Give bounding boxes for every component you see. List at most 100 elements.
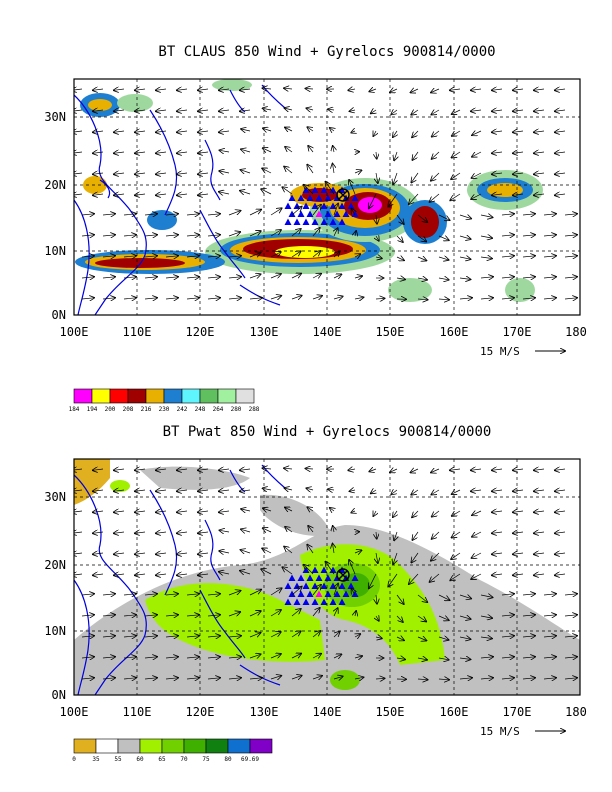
gyre-triangle [297,574,305,581]
wind-vector [534,511,545,512]
colorbar-swatch [95,738,119,754]
wind-vector [543,678,556,679]
wind-vector [355,611,356,616]
wind-vector [228,591,240,596]
wind-vector [156,152,167,153]
wind-vector [492,469,503,470]
wind-vector [393,552,397,564]
wind-vector [228,211,240,216]
gyre-triangle [306,210,314,217]
wind-vector [330,508,334,511]
wind-vector [282,187,293,195]
wind-vector [459,236,471,239]
wind-vector [270,654,281,658]
wind-vector [328,489,335,490]
colorbar-label: 248 [195,406,206,413]
wind-vector [472,131,482,135]
lon-label: 170E [503,325,532,339]
wind-vector [156,173,167,174]
colorbar-label: 184 [69,406,80,413]
wind-vector [564,235,577,236]
wind-vector [135,194,146,195]
wind-vector [114,511,125,512]
wind-vector [501,678,514,679]
wind-vector [228,678,241,679]
gyre-triangle [329,218,337,225]
wind-vector [135,110,146,111]
wind-vector [219,171,230,173]
wind-vector [396,594,404,604]
map-frame [73,78,581,316]
colorbar-label: 194 [87,406,98,413]
wind-vector [198,89,209,90]
wind-vector [349,180,356,195]
gyre-triangle [324,590,332,597]
wind-vector [355,231,356,236]
wind-vector [285,488,293,490]
wind-vector [81,678,94,679]
colorbar-swatch [127,388,147,404]
wind-vector [411,552,419,562]
wind-vector [564,636,577,637]
wind-vector [312,608,320,617]
wind-vector [333,526,334,533]
wind-vector [74,469,83,470]
coastlines [74,464,286,695]
wind-vector [156,194,167,195]
colorbar-label: 280 [231,406,242,413]
wind-vector [333,654,341,658]
wind-vector [123,235,136,236]
wind-vector [177,194,188,195]
wind-vector [263,108,272,110]
colorbar-swatch [183,738,207,754]
wind-vector [369,469,377,472]
wind-vector [220,530,230,532]
wind-vector [228,256,241,257]
wind-vector [417,214,427,222]
wind-vector [333,296,343,299]
wind-vector [186,256,199,257]
wind-vector [165,214,178,215]
colorbar-label: 208 [123,406,134,413]
gyre-triangle [351,194,359,201]
wind-vector [270,230,281,237]
wind-vector [492,131,503,132]
gyre-triangle [306,574,314,581]
wind-vector [555,469,566,470]
wind-vector [198,574,209,575]
wind-vector [396,615,403,622]
wind-vector [543,235,556,236]
wind-vector [123,298,136,299]
wind-vector [452,531,461,538]
wind-vector [114,490,125,491]
wind-vector [411,469,419,473]
wind-vector [135,469,146,470]
colorbar-label: 0 [72,756,76,763]
wind-vector [450,193,461,200]
wind-vector [102,214,115,215]
wind-vector [123,678,136,679]
wind-vectors [74,468,577,680]
wind-vector [114,110,125,111]
wind-vector [135,490,146,491]
wind-vector [480,257,492,259]
wind-vector [198,131,209,132]
wind-vector [564,657,577,658]
wind-vector [564,678,577,679]
wind-vector [431,552,440,561]
wind-vector [144,678,157,679]
grid-lines [74,459,580,695]
wind-vector [81,636,94,637]
wind-vector [543,256,556,257]
wind-vector [534,152,545,153]
wind-vector [93,110,104,111]
lon-label: 150E [376,705,405,719]
wind-vector [312,251,320,258]
colorbar-swatch [73,738,97,754]
wind-vector [564,277,577,278]
wind-vector [74,131,83,132]
wind-vector [228,612,240,616]
wind-vector [352,209,356,216]
wind-vector [114,152,125,153]
wind-vector [564,594,577,595]
